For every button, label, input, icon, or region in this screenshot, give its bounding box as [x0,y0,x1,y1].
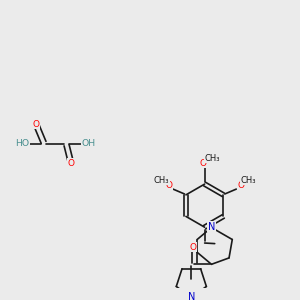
Text: CH₃: CH₃ [240,176,256,185]
Text: O: O [200,159,207,168]
Text: N: N [208,222,215,232]
Text: O: O [68,159,74,168]
Text: O: O [33,120,40,129]
Text: OH: OH [81,139,95,148]
Text: O: O [165,182,172,190]
Text: O: O [189,243,196,252]
Text: CH₃: CH₃ [154,176,169,185]
Text: HO: HO [15,139,29,148]
Text: O: O [237,182,244,190]
Text: N: N [188,292,195,300]
Text: CH₃: CH₃ [204,154,220,163]
